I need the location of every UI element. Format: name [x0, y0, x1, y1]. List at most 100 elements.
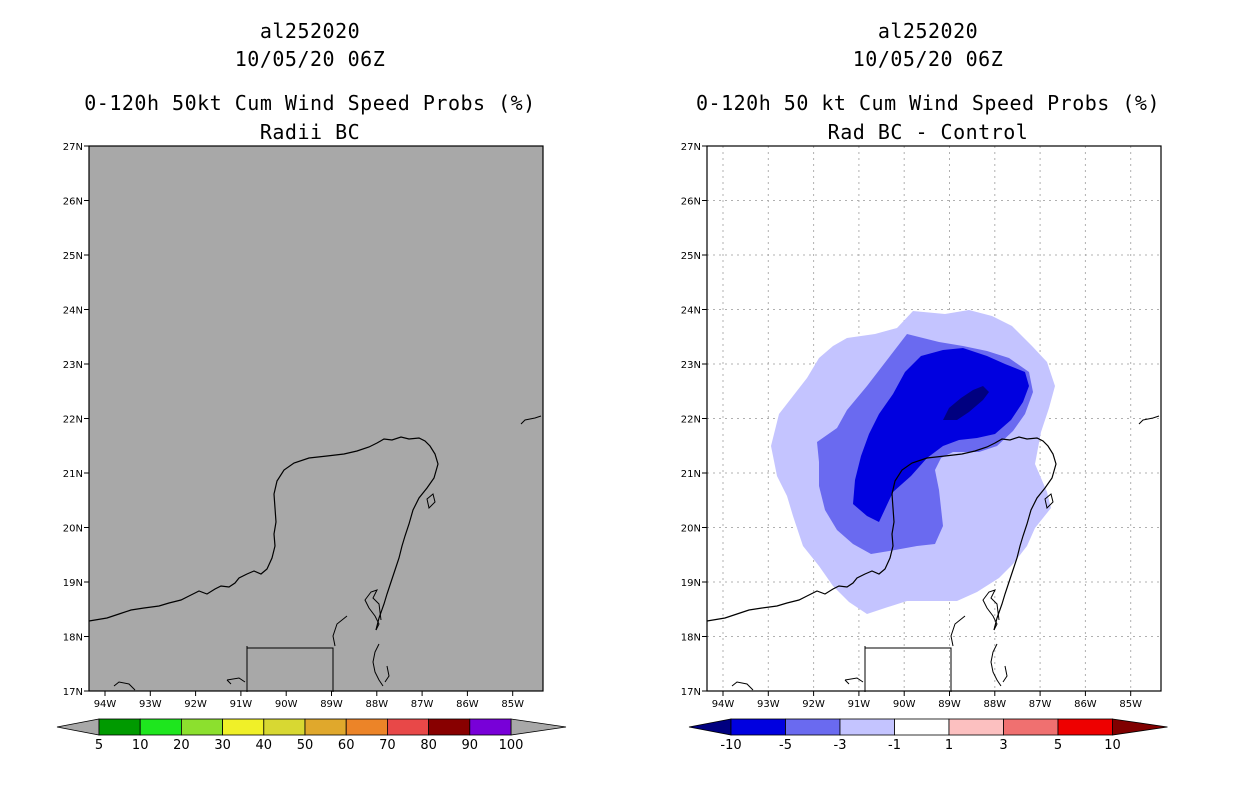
colorbar-low-arrow	[56, 718, 100, 736]
lat-tick-label: 24N	[63, 306, 83, 317]
lat-tick-label: 20N	[63, 524, 83, 535]
lon-tick-label: 89W	[938, 699, 961, 710]
colorbar-box	[1003, 718, 1059, 736]
colorbar-label: 30	[214, 738, 231, 753]
colorbar-box	[180, 718, 223, 736]
colorbar-label: -5	[779, 738, 792, 753]
lat-tick-label: 26N	[63, 197, 83, 208]
lat-tick-label: 21N	[63, 469, 83, 480]
colorbar-label: 50	[297, 738, 314, 753]
right-colorbar: -10 -5 -3 -1 1 3 5 10	[688, 718, 1168, 753]
left-map-background	[89, 146, 543, 691]
colorbar-box	[785, 718, 841, 736]
lat-tick-label: 17N	[63, 687, 83, 698]
colorbar-label: 10	[1104, 738, 1121, 753]
lon-tick-label: 86W	[456, 699, 479, 710]
right-gridlines	[707, 146, 1161, 691]
colorbar-label: 20	[173, 738, 190, 753]
lat-tick-label: 18N	[63, 633, 83, 644]
colorbar-box	[730, 718, 786, 736]
lon-tick-label: 94W	[712, 699, 735, 710]
colorbar-box	[263, 718, 306, 736]
colorbar-box	[98, 718, 141, 736]
colorbar-box	[839, 718, 895, 736]
lon-tick-label: 88W	[983, 699, 1006, 710]
lon-tick-label: 87W	[1029, 699, 1052, 710]
lon-tick-label: 91W	[230, 699, 253, 710]
colorbar-high-arrow	[1112, 718, 1168, 736]
colorbar-label: -10	[720, 738, 741, 753]
colorbar-box	[469, 718, 512, 736]
colorbar-label: 1	[945, 738, 953, 753]
lon-tick-label: 91W	[848, 699, 871, 710]
right-datetime: 10/05/20 06Z	[852, 47, 1004, 71]
colorbar-box	[139, 718, 182, 736]
colorbar-label: -3	[834, 738, 847, 753]
colorbar-high-arrow	[510, 718, 567, 736]
left-colorbar: 5 10 20 30 40 50 60 70 80 90 100	[56, 718, 567, 753]
contour-below-minus10	[943, 386, 989, 420]
colorbar-label: 40	[256, 738, 273, 753]
left-lon-axis: 94W 93W 92W 91W 90W 89W 88W 87W 86W 85W	[94, 691, 524, 710]
colorbar-box	[894, 718, 950, 736]
lon-tick-label: 93W	[757, 699, 780, 710]
lon-tick-label: 89W	[320, 699, 343, 710]
colorbar-label: -1	[888, 738, 901, 753]
lat-tick-label: 22N	[681, 415, 701, 426]
colorbar-label: 70	[379, 738, 396, 753]
lat-tick-label: 22N	[63, 415, 83, 426]
lon-tick-label: 87W	[411, 699, 434, 710]
colorbar-box	[1057, 718, 1113, 736]
right-lat-axis: 27N 26N 25N 24N 23N 22N 21N 20N 19N 18N 17N	[681, 142, 707, 698]
lat-tick-label: 25N	[681, 251, 701, 262]
lon-tick-label: 94W	[94, 699, 117, 710]
left-datetime: 10/05/20 06Z	[234, 47, 386, 71]
left-product-title: 0-120h 50kt Cum Wind Speed Probs (%)	[84, 91, 536, 115]
colorbar-label: 90	[462, 738, 479, 753]
colorbar-low-arrow	[688, 718, 732, 736]
lat-tick-label: 23N	[63, 360, 83, 371]
colorbar-label: 5	[95, 738, 103, 753]
left-map	[88, 145, 544, 693]
lon-tick-label: 93W	[139, 699, 162, 710]
lat-tick-label: 25N	[63, 251, 83, 262]
colorbar-box	[386, 718, 429, 736]
lat-tick-label: 27N	[63, 142, 83, 153]
left-storm-id: al252020	[259, 19, 361, 43]
lon-tick-label: 92W	[184, 699, 207, 710]
colorbar-box	[304, 718, 347, 736]
lat-tick-label: 17N	[681, 687, 701, 698]
colorbar-box	[222, 718, 265, 736]
right-product-title: 0-120h 50 kt Cum Wind Speed Probs (%)	[695, 91, 1161, 115]
colorbar-box	[948, 718, 1004, 736]
right-storm-id: al252020	[877, 19, 979, 43]
lon-tick-label: 90W	[893, 699, 916, 710]
colorbar-label: 60	[338, 738, 355, 753]
lat-tick-label: 23N	[681, 360, 701, 371]
lon-tick-label: 88W	[365, 699, 388, 710]
right-subtitle: Rad BC - Control	[827, 120, 1029, 144]
lat-tick-label: 27N	[681, 142, 701, 153]
lon-tick-label: 85W	[501, 699, 524, 710]
colorbar-label: 100	[499, 738, 524, 753]
lat-tick-label: 19N	[63, 578, 83, 589]
colorbar-box	[345, 718, 388, 736]
colorbar-label: 80	[420, 738, 437, 753]
lat-tick-label: 24N	[681, 306, 701, 317]
lon-tick-label: 85W	[1119, 699, 1142, 710]
left-lat-axis: 27N 26N 25N 24N 23N 22N 21N 20N 19N 18N 17N	[63, 142, 89, 698]
lon-tick-label: 90W	[275, 699, 298, 710]
lat-tick-label: 20N	[681, 524, 701, 535]
lat-tick-label: 21N	[681, 469, 701, 480]
colorbar-label: 5	[1054, 738, 1062, 753]
lon-tick-label: 86W	[1074, 699, 1097, 710]
left-subtitle: Radii BC	[259, 120, 361, 144]
colorbar-label: 3	[999, 738, 1007, 753]
colorbar-box	[428, 718, 471, 736]
lon-tick-label: 92W	[802, 699, 825, 710]
right-lon-axis: 94W 93W 92W 91W 90W 89W 88W 87W 86W 85W	[712, 691, 1142, 710]
colorbar-label: 10	[132, 738, 149, 753]
lat-tick-label: 18N	[681, 633, 701, 644]
lat-tick-label: 19N	[681, 578, 701, 589]
